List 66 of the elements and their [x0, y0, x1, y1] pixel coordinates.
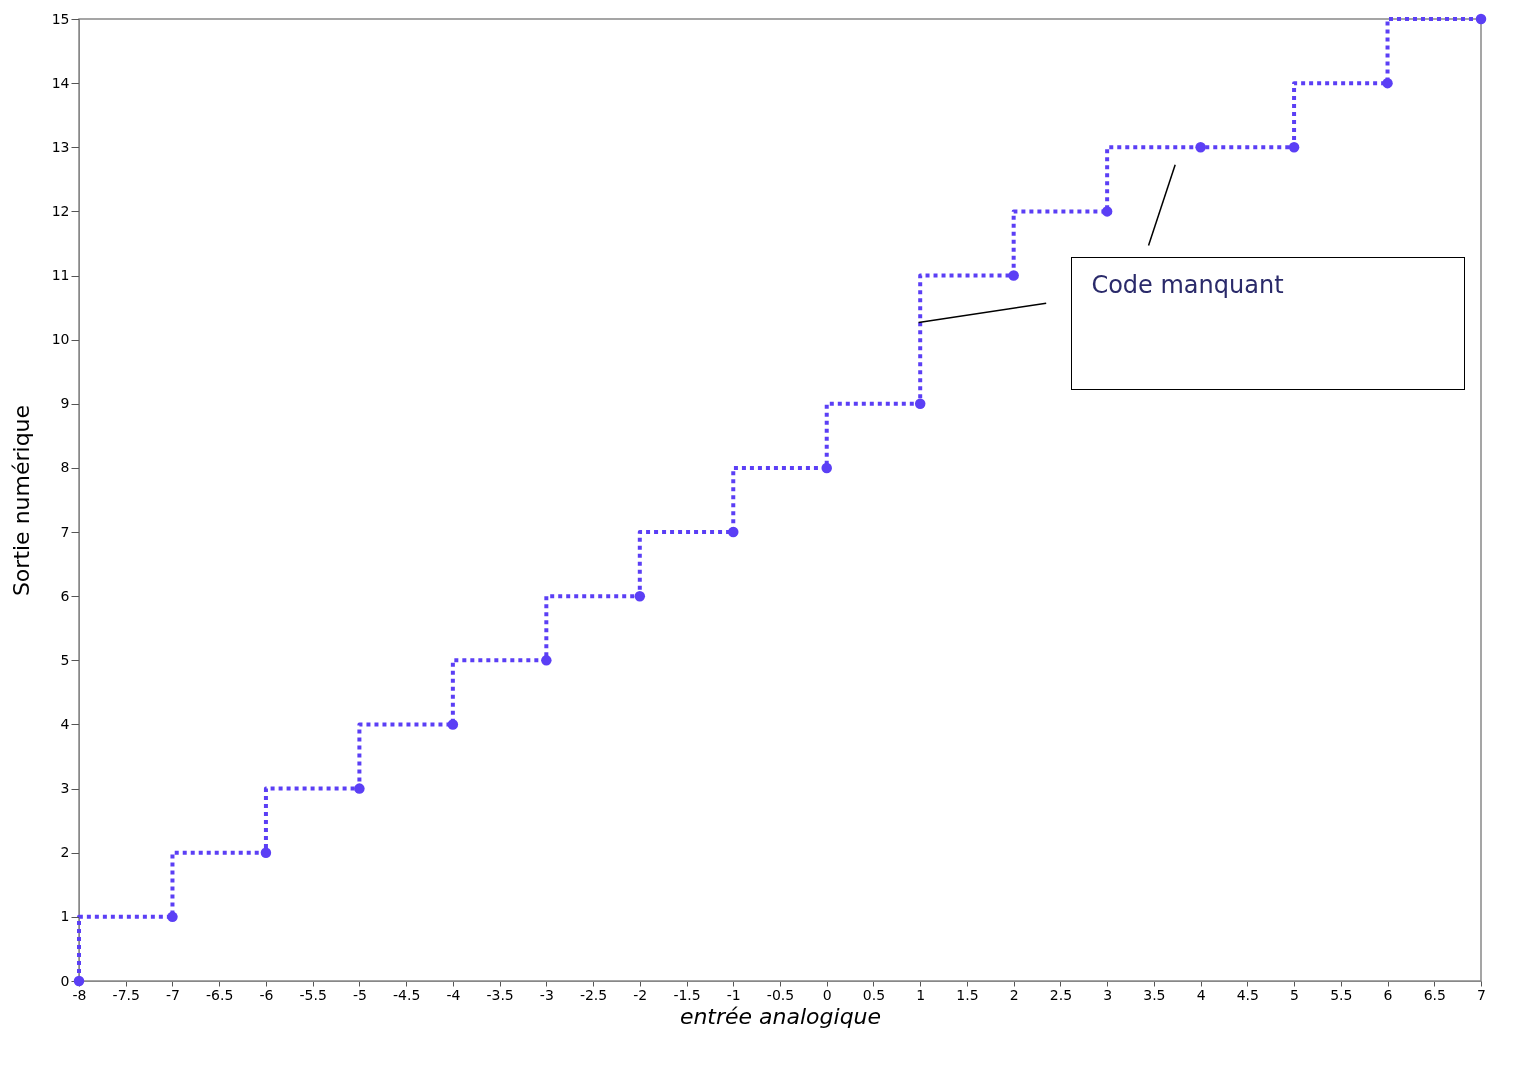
x-tick-label: 4.5: [1236, 986, 1259, 1003]
x-tick-label: 2: [1009, 986, 1019, 1003]
y-tick-label: 15: [51, 10, 70, 27]
y-tick-label: 12: [51, 202, 70, 219]
x-tick-label: -5: [352, 986, 367, 1003]
y-tick-label: 4: [60, 715, 70, 732]
point: [354, 783, 365, 794]
y-tick-label: 5: [60, 651, 70, 668]
y-tick-label: 14: [51, 74, 70, 91]
x-axis-title: entrée analogique: [679, 1003, 882, 1029]
y-tick-label: 13: [51, 138, 70, 155]
point: [167, 911, 178, 923]
y-tick-label: 7: [60, 523, 70, 540]
point: [1382, 77, 1393, 89]
x-tick-label: -1.5: [673, 986, 701, 1003]
x-tick-label: -4.5: [392, 986, 421, 1003]
x-tick-label: -0.5: [766, 986, 795, 1003]
x-tick-label: -8: [72, 986, 87, 1003]
x-tick-label: -7.5: [112, 986, 140, 1003]
x-tick-label: 1: [916, 986, 926, 1003]
x-tick-label: 4: [1196, 986, 1206, 1003]
x-tick-label: 5: [1290, 986, 1300, 1003]
x-tick-label: 3.5: [1143, 986, 1166, 1003]
y-tick-label: 3: [60, 780, 70, 797]
point: [447, 719, 459, 730]
x-tick-label: 5.5: [1330, 986, 1353, 1003]
y-tick-label: 9: [60, 395, 70, 412]
y-tick-label: 8: [60, 459, 70, 476]
x-tick-label: -3: [539, 986, 554, 1003]
point: [1475, 13, 1487, 25]
y-tick-label: 1: [60, 908, 70, 925]
y-axis-title: Sortie numérique: [8, 404, 34, 597]
x-tick-label: 1.5: [956, 986, 979, 1003]
y-tick-label: 11: [51, 267, 70, 284]
x-tick-label: 0.5: [862, 986, 886, 1003]
point: [1288, 142, 1300, 153]
x-tick-label: 6: [1383, 986, 1393, 1003]
x-tick-label: 0: [822, 986, 832, 1003]
x-tick-label: -2.5: [579, 986, 608, 1003]
x-tick-label: 7: [1477, 986, 1486, 1003]
y-tick-label: 2: [60, 844, 70, 861]
y-tick-label: 6: [60, 587, 70, 604]
point: [821, 462, 832, 474]
x-tick-label: 6.5: [1423, 986, 1446, 1003]
point: [1101, 206, 1113, 217]
x-tick-label: -2: [633, 986, 648, 1003]
point: [728, 526, 739, 538]
x-tick-label: -1: [726, 986, 741, 1003]
y-tick-label: 10: [51, 331, 70, 348]
x-tick-label: 3: [1103, 986, 1113, 1003]
annotation: Code manquant: [1091, 271, 1284, 300]
point: [1008, 270, 1019, 281]
point: [634, 590, 646, 602]
x-tick-label: -6.5: [206, 986, 234, 1003]
x-tick-label: -6: [259, 986, 274, 1003]
point: [914, 398, 926, 410]
x-tick-label: 2.5: [1049, 986, 1073, 1003]
x-tick-label: -3.5: [486, 986, 514, 1003]
x-tick-label: -7: [165, 986, 180, 1003]
y-tick-label: 0: [60, 972, 70, 989]
point: [1195, 142, 1206, 153]
point: [73, 975, 85, 987]
x-tick-label: -4: [446, 986, 461, 1003]
point: [541, 655, 552, 666]
x-tick-label: -5.5: [299, 986, 327, 1003]
point: [260, 847, 272, 858]
